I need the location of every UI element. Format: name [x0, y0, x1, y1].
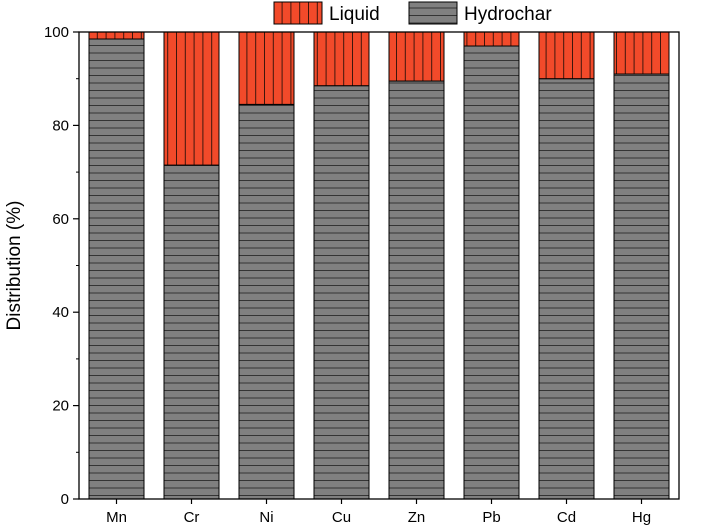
bar-hydrochar-ni: [238, 103, 295, 500]
plot-area-frame: [78, 31, 680, 500]
bar-hydrochar-hg: [613, 73, 670, 500]
y-tick-label-40: 40: [52, 304, 69, 321]
bar-liquid-mn: [88, 31, 145, 40]
legend-swatch-liquid: [273, 1, 323, 25]
legend-swatch-hydrochar: [408, 1, 458, 25]
x-tick-label-ni: Ni: [259, 509, 273, 526]
y-axis-title: Distribution (%): [4, 201, 25, 331]
legend-label-liquid: Liquid: [329, 4, 380, 25]
bar-liquid-ni: [238, 31, 295, 105]
bar-liquid-cd: [538, 31, 595, 80]
bar-liquid-cr: [163, 31, 220, 166]
bar-liquid-hg: [613, 31, 670, 75]
x-tick-label-cd: Cd: [557, 509, 576, 526]
bar-liquid-pb: [463, 31, 520, 47]
x-tick-label-hg: Hg: [632, 509, 651, 526]
bar-hydrochar-mn: [88, 38, 145, 500]
bar-liquid-zn: [388, 31, 445, 82]
y-axis-ticks: 0 20 40 60 80 100: [44, 24, 79, 508]
legend: Liquid Hydrochar: [273, 1, 552, 25]
y-tick-label-80: 80: [52, 117, 69, 134]
y-tick-label-20: 20: [52, 398, 69, 415]
y-tick-label-100: 100: [44, 24, 69, 41]
x-tick-label-pb: Pb: [482, 509, 500, 526]
x-tick-label-cr: Cr: [184, 509, 200, 526]
x-tick-label-cu: Cu: [332, 509, 351, 526]
bar-hydrochar-pb: [463, 45, 520, 500]
legend-label-hydrochar: Hydrochar: [464, 4, 552, 25]
bar-liquid-cu: [313, 31, 370, 87]
y-tick-label-0: 0: [61, 491, 69, 508]
bar-hydrochar-cr: [163, 164, 220, 500]
bar-hydrochar-zn: [388, 80, 445, 500]
bars: [88, 31, 670, 500]
y-tick-label-60: 60: [52, 211, 69, 228]
x-axis-ticks: Mn Cr Ni Cu Zn Pb Cd Hg: [106, 499, 651, 526]
bar-hydrochar-cu: [313, 85, 370, 500]
bar-hydrochar-cd: [538, 78, 595, 500]
x-tick-label-zn: Zn: [408, 509, 426, 526]
x-tick-label-mn: Mn: [106, 509, 127, 526]
